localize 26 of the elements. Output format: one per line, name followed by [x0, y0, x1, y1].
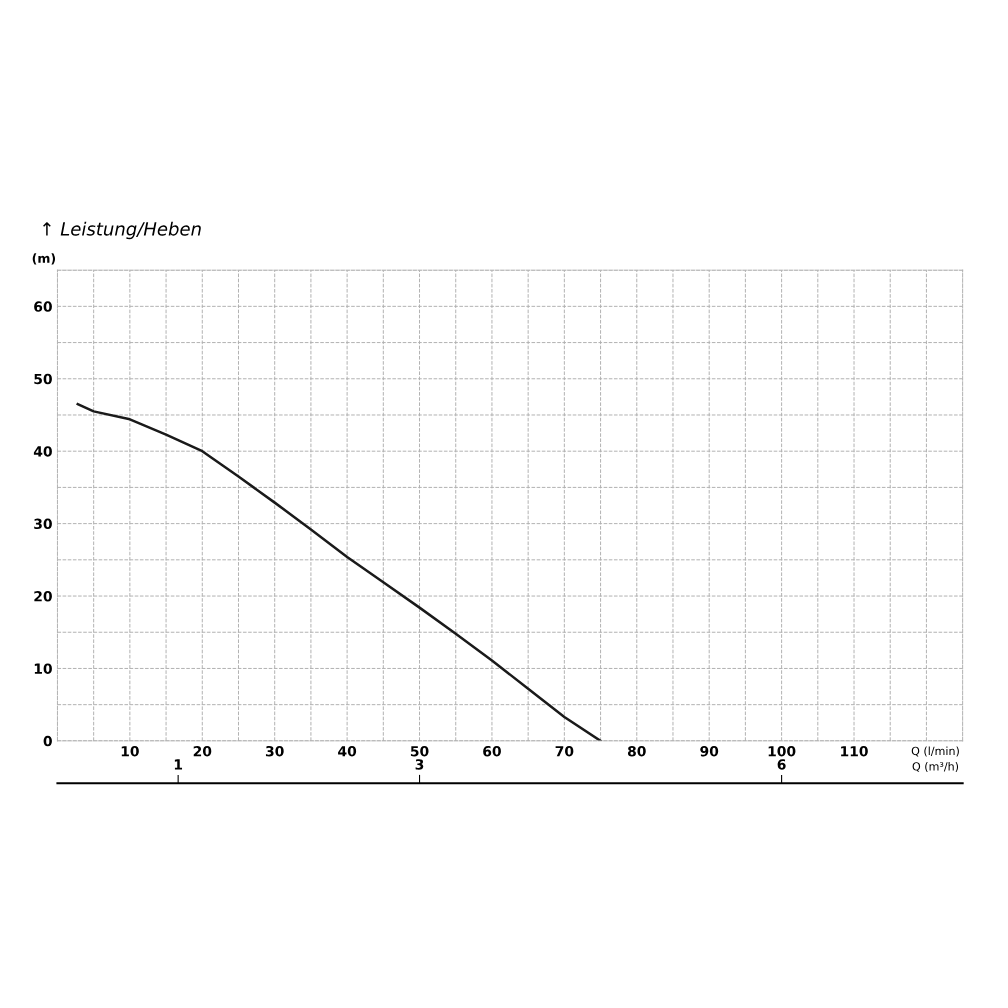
x-axis-title: Q (l/min): [911, 746, 959, 757]
x2-tick-label: 1: [174, 759, 183, 770]
x2-tick-label: 3: [415, 759, 424, 770]
y-tick-label: 10: [34, 663, 52, 674]
x2-axis-title: Q (m³/h): [912, 761, 959, 772]
x-tick-label: 60: [483, 745, 501, 757]
y-tick-label: 60: [34, 301, 52, 312]
x-tick-label: 10: [121, 745, 139, 757]
line-series: [76, 402, 602, 741]
chart-title: ↑ Leistung/Heben: [43, 221, 201, 240]
y-tick-label: 30: [34, 518, 52, 530]
x-tick-label: 90: [700, 745, 719, 757]
y-tick-label: 0: [43, 735, 52, 747]
x-tick-label: 20: [193, 745, 212, 757]
x-tick-label: 70: [555, 745, 574, 757]
x-tick-label: 100: [768, 745, 796, 757]
x2-tick-label: 6: [777, 759, 786, 770]
x-tick-label: 80: [627, 745, 646, 757]
y-tick-label: 50: [34, 373, 52, 385]
y-tick-label: 20: [34, 591, 52, 602]
y-tick-label: 40: [33, 446, 52, 457]
x-tick-label: 30: [265, 745, 284, 757]
x-tick-label: 40: [338, 745, 357, 757]
y-axis-title: (m): [32, 253, 56, 265]
x-tick-label: 110: [841, 745, 868, 757]
x-tick-label: 50: [410, 745, 429, 757]
